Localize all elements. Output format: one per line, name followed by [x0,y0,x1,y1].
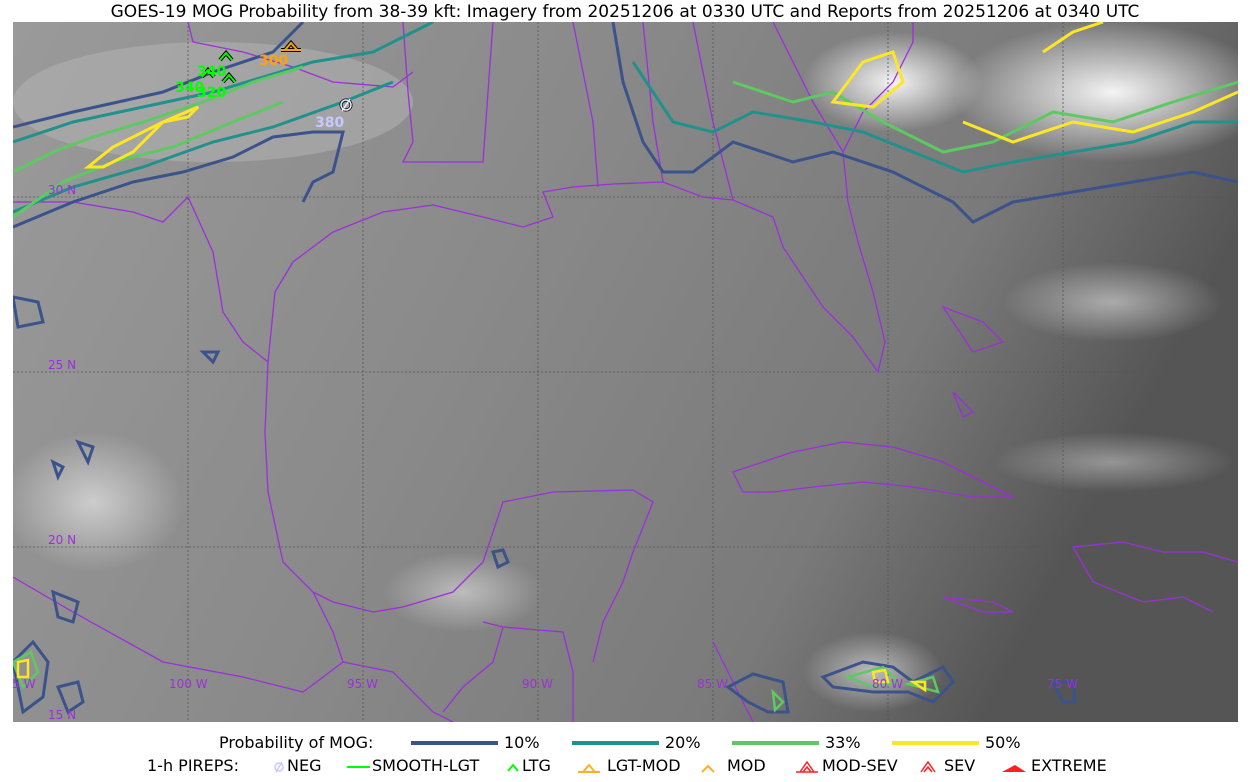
caret-icon [701,764,715,773]
contour-10pct [13,22,345,229]
legend-label-50: 50% [985,733,1021,752]
latitude-labels: 30 N 25 N 20 N 15 N [48,183,76,722]
double-caret-icon [920,760,936,773]
pirep-neg-label: NEG [287,756,322,775]
legend-swatch-50 [892,741,979,745]
contour-50pct [83,105,200,169]
neg-icon[interactable] [339,98,353,112]
legend-swatch-10 [411,741,498,745]
pirep-altitude: 340 [197,64,226,80]
coastlines-borders [13,22,1238,722]
lon-label: 80 W [872,677,903,691]
pirep-smooth-lgt-label: SMOOTH-LGT [372,756,480,775]
neg-circle-slash-icon [274,761,284,773]
chevron-up-icon [507,763,519,772]
lon-label: 85 W [697,677,728,691]
lon-label: 95 W [347,677,378,691]
lat-label: 20 N [48,533,76,547]
satellite-map: 30 N 25 N 20 N 15 N 105 W 100 W 95 W 90 … [13,22,1238,722]
pirep-mod-sev-label: MOD-SEV [822,756,898,775]
pirep-altitude: 340 [175,80,204,96]
pirep-altitude: 320 [197,85,226,101]
lon-label: 75 W [1047,677,1078,691]
pirep-altitude: 300 [259,53,288,69]
mog-contours [13,22,1238,715]
pirep-markers: 340 340 320 300 380 [175,39,353,131]
pirep-ltg-label: LTG [522,756,551,775]
pirep-lgt-mod-label: LGT-MOD [607,756,681,775]
pirep-sev-label: SEV [944,756,976,775]
lat-label: 15 N [48,708,76,722]
pirep-legend-icons [274,760,1026,773]
legend-label-33: 33% [825,733,861,752]
lon-label: 105 W [13,677,36,691]
lat-label: 25 N [48,358,76,372]
pirep-mod-label: MOD [727,756,766,775]
caret-bar-icon [578,763,600,773]
longitude-labels: 105 W 100 W 95 W 90 W 85 W 80 W 75 W [13,677,1078,691]
lon-label: 90 W [522,677,553,691]
filled-triangle-icon [1002,765,1026,772]
legend-swatch-33 [732,741,819,745]
pirep-legend-label: 1-h PIREPS: [147,756,239,775]
graticule [13,22,1238,722]
lat-label: 30 N [48,183,76,197]
legend-swatch-20 [572,741,659,745]
double-caret-bar-icon [796,760,818,773]
probability-legend-label: Probability of MOG: [219,733,374,752]
figure-title: GOES-19 MOG Probability from 38-39 kft: … [110,2,1140,22]
pirep-altitude: 380 [315,115,344,131]
cloud-features [13,22,1238,712]
pirep-extreme-label: EXTREME [1031,756,1107,775]
lon-label: 100 W [169,677,208,691]
legend-label-10: 10% [504,733,540,752]
legend-label-20: 20% [665,733,701,752]
contour-33pct [13,65,304,219]
